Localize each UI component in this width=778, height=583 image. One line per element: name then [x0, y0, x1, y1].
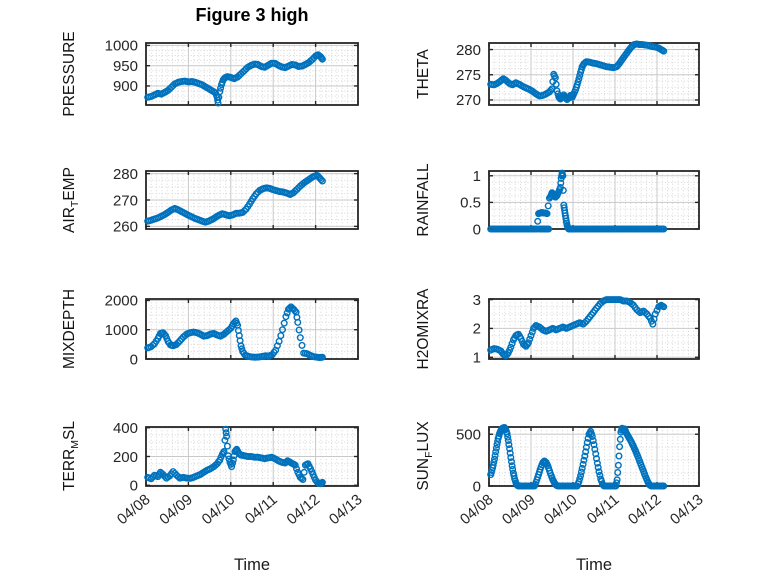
- x-tick-label: 04/09: [156, 491, 196, 528]
- subplot-theta: 270 275 280: [456, 40, 700, 109]
- y-tick-label: 0: [130, 351, 138, 368]
- data-markers: [487, 40, 668, 103]
- tick-marks: [145, 427, 359, 486]
- x-tick-label: 04/12: [283, 491, 323, 528]
- y-tick-label: 0: [473, 221, 481, 238]
- data-markers: [144, 303, 326, 362]
- data-markers: [487, 424, 668, 490]
- major-grid: [489, 43, 699, 105]
- data-markers: [144, 51, 326, 107]
- xlabel-time-right: Time: [575, 556, 613, 574]
- y-tick-label: 0: [130, 478, 138, 495]
- x-tick-label: 04/12: [625, 491, 665, 528]
- x-tick-label: 04/13: [667, 491, 707, 528]
- y-tick-label: 2: [473, 321, 481, 338]
- subplot-h2omixra: 1 2 3: [473, 292, 700, 367]
- y-tick-label: 1: [473, 350, 481, 367]
- major-grid: [489, 171, 699, 229]
- y-tick-label: 400: [113, 420, 138, 437]
- x-tick-label: 04/11: [242, 491, 281, 527]
- x-tick-label: 04/10: [199, 491, 239, 528]
- major-grid: [146, 171, 358, 229]
- subplot-terr_msl: 0 200 400 04/08 04/09 04/10 04/11 04/12 04/13: [113, 420, 366, 528]
- axes-box: [488, 426, 700, 487]
- y-tick-label: 280: [113, 166, 138, 183]
- data-markers: [487, 169, 668, 233]
- y-tick-label: 270: [113, 192, 138, 209]
- axes-box: [488, 42, 700, 106]
- xlabel-time-left: Time: [233, 556, 271, 574]
- minor-grid: [489, 42, 699, 105]
- y-tick-label: 270: [456, 92, 481, 109]
- x-tick-label: 04/08: [114, 491, 154, 528]
- subplot-mixdepth: 0 1000 2000: [105, 293, 359, 368]
- y-tick-label: 200: [113, 449, 138, 466]
- y-tick-label: 950: [113, 58, 138, 75]
- y-tick-label: 0.5: [460, 195, 481, 212]
- figure-title: Figure 3 high: [195, 5, 309, 25]
- y-tick-label: 1: [473, 168, 481, 185]
- y-tick-label: 2000: [105, 293, 138, 310]
- y-tick-label: 0: [473, 478, 481, 495]
- minor-grid: [146, 427, 358, 486]
- data-markers: [144, 171, 326, 226]
- x-tick-label: 04/10: [541, 491, 581, 528]
- minor-grid: [489, 299, 699, 359]
- subplot-pressure: 900 950 1000: [105, 38, 359, 107]
- x-tick-label: 04/13: [326, 491, 366, 528]
- data-markers: [487, 296, 668, 360]
- y-tick-label: 275: [456, 67, 481, 84]
- y-tick-label: 1000: [105, 38, 138, 55]
- subplot-air_temp: 260 270 280: [113, 166, 359, 236]
- x-tick-label: 04/08: [457, 491, 497, 528]
- y-tick-label: 900: [113, 78, 138, 95]
- minor-grid: [146, 43, 358, 105]
- y-tick-label: 3: [473, 292, 481, 309]
- subplot-rainfall: 00.51: [460, 168, 700, 238]
- axes-box: [145, 42, 359, 106]
- minor-grid: [146, 299, 358, 359]
- y-tick-label: 1000: [105, 322, 138, 339]
- x-tick-label: 04/09: [499, 491, 539, 528]
- y-tick-label: 280: [456, 42, 481, 59]
- x-tick-label: 04/11: [584, 491, 623, 527]
- y-tick-label: 500: [456, 426, 481, 443]
- data-markers: [144, 425, 326, 488]
- y-tick-label: 260: [113, 219, 138, 236]
- subplot-sun_flux: 0 500 04/08 04/09 04/10 04/11 04/12 04/13: [456, 424, 707, 528]
- minor-grid: [489, 171, 699, 229]
- tick-marks: [488, 43, 700, 105]
- tick-marks: [145, 43, 359, 105]
- tick-marks: [488, 298, 700, 359]
